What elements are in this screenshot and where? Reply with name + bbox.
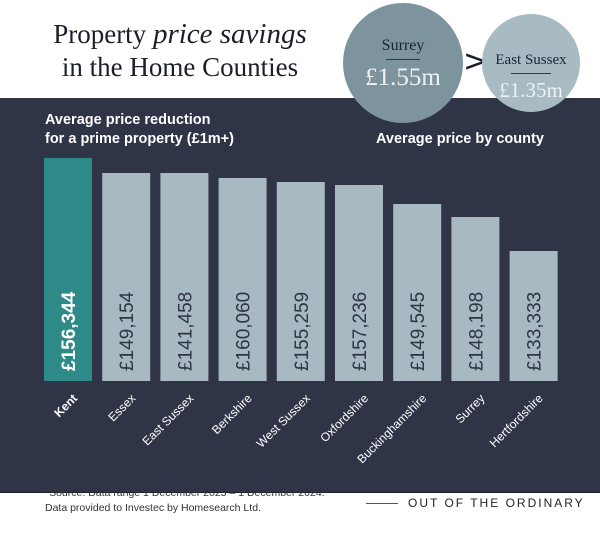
bar [160,173,209,381]
category-label: East Sussex [139,391,196,448]
circle-value: £1.35m [499,78,563,102]
category-label: Hertfordshire [487,391,546,450]
bar-value-label: £148,198 [466,292,487,371]
title-part: Property [53,19,153,49]
title-italic: price savings [152,18,307,50]
source-note: *Source: Data range 1 December 2023 – 1 … [45,486,325,516]
bar-value-label: £155,259 [292,292,313,371]
east-sussex-price-circle: East Sussex £1.35m [482,14,580,112]
chart-title-line1: Average price reduction [45,112,211,128]
source-line2: Data provided to Investec by Homesearch … [45,502,261,514]
bar [393,204,442,381]
divider [386,59,420,60]
bar [44,158,92,381]
bar-value-label: £149,154 [117,291,138,371]
bar [451,217,500,381]
title-line2: in the Home Counties [61,52,299,82]
bar-chart: £156,344 Kent £149,154 Essex £141,458 East Su… [44,158,558,466]
category-label: Oxfordshire [317,391,371,445]
brand-text: OUT OF THE ORDINARY [408,496,585,510]
category-label: Berkshire [209,391,255,437]
bar [509,251,558,381]
bar-value-label: £133,333 [525,292,546,371]
bar [276,182,325,381]
bar [218,178,267,381]
bar-value-label: £141,458 [175,292,196,371]
source-line1: *Source: Data range 1 December 2023 – 1 … [45,487,325,499]
circles-caption: Average price by county [376,131,544,147]
divider [366,503,398,505]
chart-title: Average price reduction for a prime prop… [45,111,234,149]
surrey-price-circle: Surrey £1.55m [343,3,463,123]
bar-value-label: £157,236 [350,292,371,371]
page-title: Property price savings in the Home Count… [20,18,340,84]
chart-title-line2: for a prime property (£1m+) [45,131,234,147]
circle-county: Surrey [381,37,425,54]
brand-tagline: OUT OF THE ORDINARY [366,496,585,510]
bar [102,173,151,381]
category-label: Essex [105,391,138,424]
category-label: West Sussex [254,391,313,450]
category-label: Surrey [453,391,488,426]
circle-value: £1.55m [365,64,441,91]
divider [511,73,551,74]
bar-value-label: £149,545 [408,292,429,371]
category-label: Kent [51,391,80,420]
bar-value-label: £156,344 [59,291,80,371]
circle-county: East Sussex [495,52,567,68]
bar [335,185,383,381]
bar-value-label: £160,060 [234,292,255,371]
